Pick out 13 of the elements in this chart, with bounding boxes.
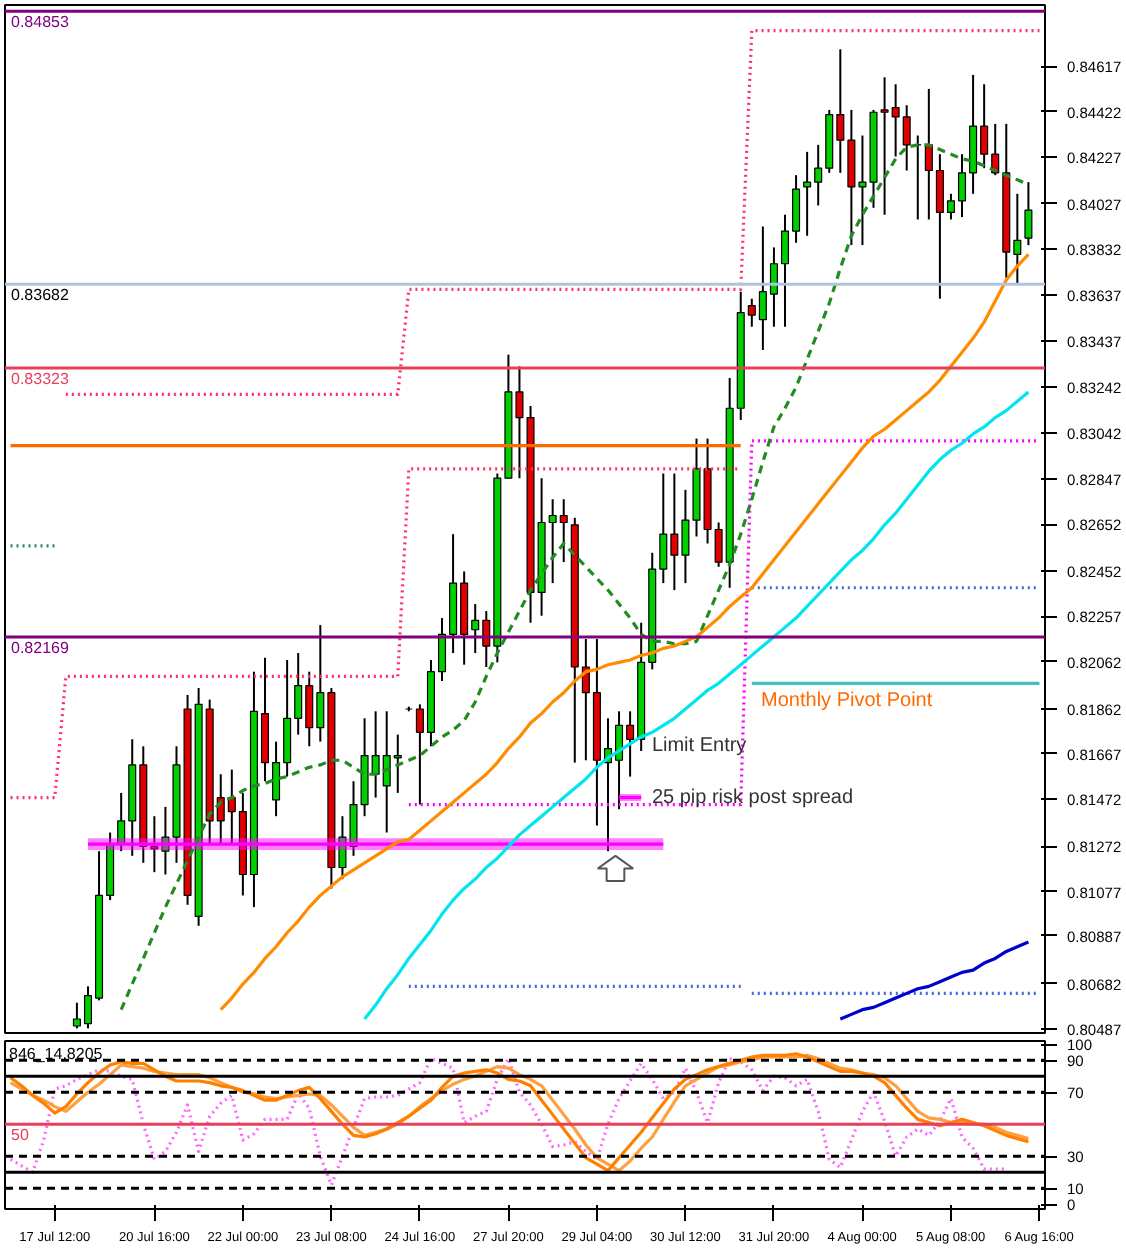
- annotation: 846_14.8205: [9, 1045, 104, 1063]
- ref-line-label: 0.82169: [11, 638, 70, 657]
- candlestick: [1024, 181, 1033, 247]
- line-series: [362, 390, 1030, 1021]
- line-series: [838, 940, 1030, 1021]
- ref-line-label: 0.83682: [11, 286, 70, 305]
- ref-line-label: 0.83323: [11, 369, 70, 388]
- ref-line-label: 50: [11, 1126, 30, 1145]
- annotation: 25 pip risk post spread: [651, 786, 854, 809]
- annotation: Limit Entry: [651, 735, 747, 758]
- ref-line-label: 0.84853: [11, 13, 70, 32]
- annotation: Monthly Pivot Point: [761, 689, 933, 712]
- line-series: [219, 252, 1030, 1012]
